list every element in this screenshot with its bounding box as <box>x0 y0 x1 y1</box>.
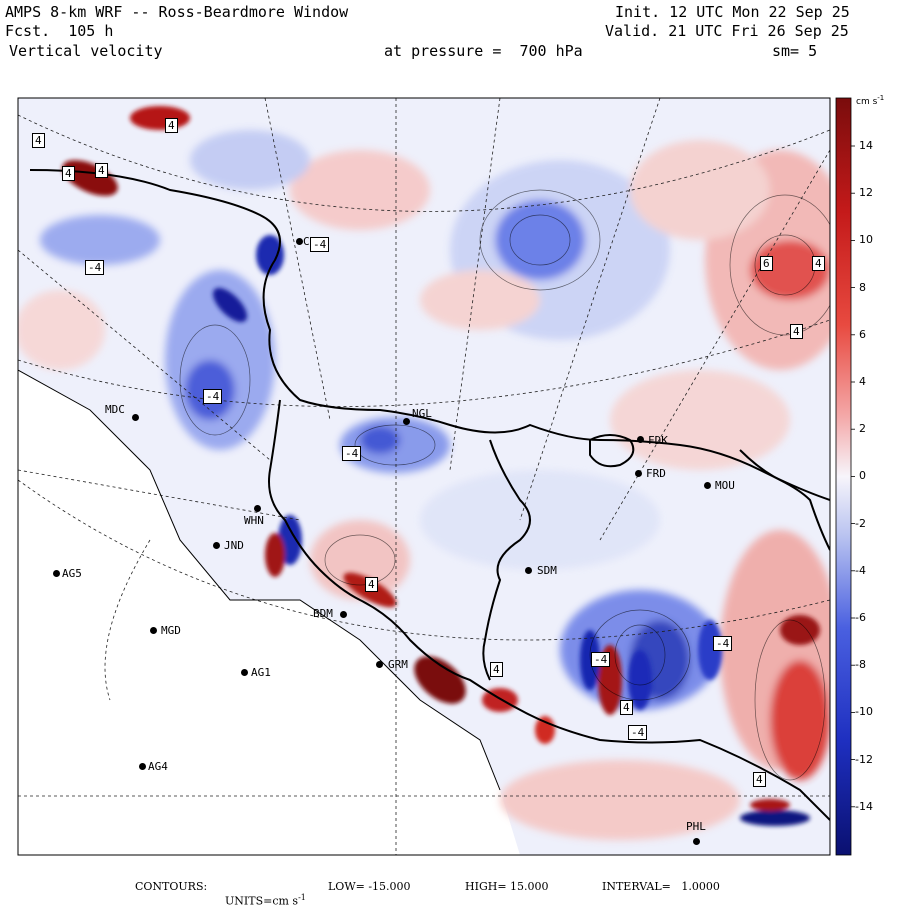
colorbar <box>835 97 852 856</box>
colorbar-tick-label: -10 <box>855 705 873 719</box>
contour-value-label: -4 <box>591 652 611 667</box>
station-label: SDM <box>537 564 557 577</box>
contour-value-label: 4 <box>753 772 766 787</box>
pressure-level: at pressure = 700 hPa <box>384 42 583 60</box>
ice-shelf-edge <box>18 369 501 791</box>
no-data-region <box>18 370 520 855</box>
colorbar-tick-label: -2 <box>855 516 866 530</box>
colorbar-tick-label: 4 <box>859 375 866 388</box>
contour-value-label: -4 <box>713 636 733 651</box>
forecast-hour: Fcst. 105 h <box>5 22 114 40</box>
colorbar-tick-label: -12 <box>855 752 873 766</box>
contour-value-label: 4 <box>165 118 178 133</box>
station-dot <box>635 470 642 477</box>
footer-high: HIGH= 15.000 <box>465 880 549 893</box>
model-title: AMPS 8-km WRF -- Ross-Beardmore Window <box>5 3 349 21</box>
init-time: Init. 12 UTC Mon 22 Sep 25 <box>615 3 850 21</box>
footer-contours: CONTOURS: <box>135 880 208 893</box>
contour-value-label: 4 <box>32 133 45 148</box>
station-label: AG4 <box>148 760 168 773</box>
station-label: PHL <box>686 820 706 833</box>
contour-value-label: 4 <box>95 163 108 178</box>
station-dot <box>296 238 303 245</box>
contour-value-label: 6 <box>760 256 773 271</box>
contour-value-label: -4 <box>203 389 223 404</box>
station-dot <box>376 661 383 668</box>
station-dot <box>403 418 410 425</box>
colorbar-tick-label: 12 <box>859 186 873 200</box>
colorbar-tick-label: -8 <box>855 658 866 672</box>
station-dot <box>254 505 261 512</box>
colorbar-tick-label: 14 <box>859 139 873 152</box>
station-dot <box>139 763 146 770</box>
station-label: MGD <box>161 624 181 637</box>
map-frame <box>17 97 831 856</box>
station-label: MOU <box>715 479 735 492</box>
contour-value-label: 4 <box>790 324 803 339</box>
contour-value-label: 4 <box>365 577 378 592</box>
colorbar-tick-label: -4 <box>855 563 866 577</box>
contour-value-label: -4 <box>85 260 105 275</box>
colorbar-tick-label: 10 <box>859 233 873 247</box>
station-label: NGL <box>412 407 432 420</box>
station-label: FRD <box>646 467 666 480</box>
station-dot <box>704 482 711 489</box>
station-dot <box>213 542 220 549</box>
footer-interval: INTERVAL= 1.0000 <box>602 880 720 893</box>
station-label: MDC <box>105 403 125 416</box>
footer-low: LOW= -15.000 <box>328 880 411 893</box>
colorbar-tick-label: -6 <box>855 611 866 624</box>
colorbar-tick-label: 8 <box>859 280 866 294</box>
colorbar-tick-label: 0 <box>859 469 866 483</box>
graticule <box>18 98 830 855</box>
station-label: WHN <box>244 514 264 527</box>
station-label: AG5 <box>62 567 82 580</box>
station-label: JND <box>224 539 244 552</box>
contour-value-label: -4 <box>628 725 648 740</box>
contour-value-label: 4 <box>62 166 75 181</box>
station-label: GRM <box>388 658 408 671</box>
colorbar-tick-label: 6 <box>859 327 866 341</box>
station-label: FDK <box>648 434 668 447</box>
station-dot <box>241 669 248 676</box>
station-label: BDM <box>313 607 333 620</box>
colorbar-tick-label: -14 <box>855 799 873 813</box>
coastline <box>29 169 830 821</box>
station-dot <box>150 627 157 634</box>
smoothing: sm= 5 <box>772 42 818 60</box>
contour-value-label: 4 <box>812 256 825 271</box>
station-dot <box>637 436 644 443</box>
station-dot <box>693 838 700 845</box>
contour-value-label: -4 <box>342 446 362 461</box>
colorbar-ticks <box>851 145 855 808</box>
station-dot <box>340 611 347 618</box>
contour-value-label: 4 <box>620 700 633 715</box>
station-label: AG1 <box>251 666 271 679</box>
colorbar-tick-label: 2 <box>859 422 866 436</box>
valid-time: Valid. 21 UTC Fri 26 Sep 25 <box>605 22 849 40</box>
station-dot <box>525 567 532 574</box>
station-dot <box>132 414 139 421</box>
footer-units: UNITS=cm s-1 <box>225 893 306 908</box>
contour-value-label: 4 <box>490 662 503 677</box>
field-name: Vertical velocity <box>9 42 163 60</box>
contour-value-label: -4 <box>310 237 330 252</box>
colorbar-units: cm s-1 <box>856 94 885 107</box>
station-dot <box>53 570 60 577</box>
